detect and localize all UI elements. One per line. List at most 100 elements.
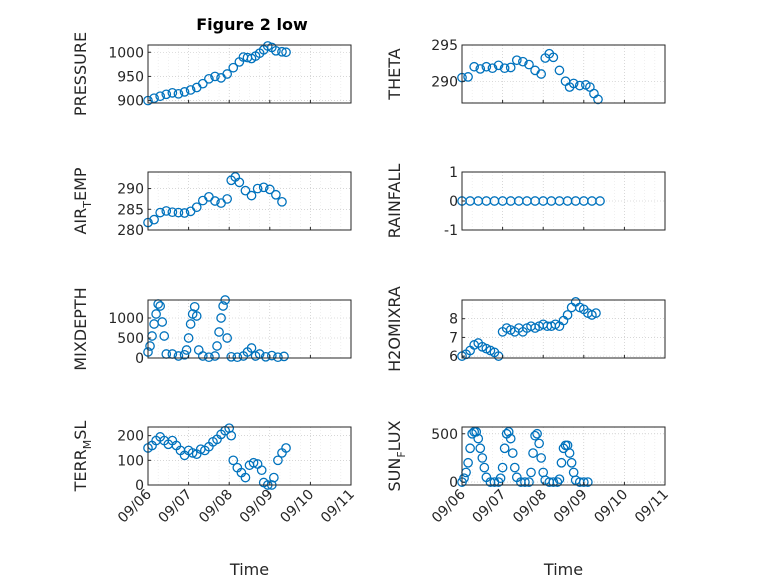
- data-point: [487, 63, 498, 74]
- y-tick-label: 0: [135, 478, 144, 494]
- y-tick-label: 1000: [108, 311, 144, 327]
- data-point: [155, 91, 166, 102]
- y-axis-label: H2OMIXRA: [385, 286, 404, 372]
- y-tick-label: 280: [117, 223, 144, 239]
- axes-box: [461, 44, 666, 104]
- data-point: [228, 455, 239, 466]
- axes-box: [147, 299, 352, 359]
- data-point: [471, 426, 482, 437]
- data-point: [179, 349, 190, 360]
- y-tick-label: 500: [431, 427, 458, 443]
- data-point: [507, 448, 518, 458]
- y-tick-label: 1000: [108, 45, 144, 61]
- data-point: [524, 59, 534, 70]
- data-point: [226, 430, 237, 441]
- data-point: [281, 47, 291, 58]
- data-point: [246, 190, 257, 201]
- data-point: [240, 185, 251, 196]
- data-point: [271, 189, 281, 200]
- data-point: [222, 194, 233, 204]
- data-point: [262, 41, 273, 51]
- y-tick-label: 100: [117, 453, 144, 469]
- y-axis-label: SUNFLUX: [385, 420, 408, 491]
- data-point: [173, 88, 184, 99]
- data-point: [173, 207, 184, 218]
- data-point: [232, 352, 243, 363]
- data-point: [197, 78, 208, 89]
- y-axis-label: PRESSURE: [71, 32, 90, 116]
- data-point: [497, 462, 508, 473]
- data-point: [252, 183, 263, 194]
- data-point: [477, 453, 488, 463]
- data-point: [161, 89, 172, 100]
- data-point: [256, 465, 267, 476]
- y-axis-label: TERRMSL: [71, 421, 94, 493]
- data-point: [564, 448, 575, 458]
- data-point: [271, 45, 281, 56]
- subplot-4: -1 0 1 RAINFALL: [385, 164, 666, 239]
- data-point: [212, 341, 222, 351]
- data-point: [591, 308, 601, 318]
- data-point: [481, 61, 492, 72]
- data-point: [183, 333, 194, 343]
- data-point: [214, 327, 224, 337]
- y-tick-label: 950: [117, 69, 144, 85]
- x-axis-label: Time: [229, 560, 269, 579]
- data-point: [534, 438, 544, 449]
- data-point: [556, 457, 567, 468]
- data-point: [509, 462, 520, 473]
- data-point: [149, 214, 159, 225]
- y-tick-label: 290: [431, 74, 458, 90]
- data-point: [548, 477, 559, 487]
- y-tick-label: 285: [117, 202, 144, 218]
- data-point: [526, 467, 536, 478]
- data-point: [499, 443, 510, 454]
- data-point: [240, 472, 251, 483]
- y-tick-label: 900: [117, 94, 144, 110]
- y-tick-label: 295: [431, 38, 458, 54]
- data-point: [566, 457, 577, 468]
- data-point: [528, 448, 538, 458]
- y-tick-label: 500: [117, 331, 144, 347]
- data-point: [204, 73, 214, 84]
- data-point: [479, 462, 490, 473]
- y-tick-label: 0: [449, 475, 458, 491]
- data-point: [167, 207, 178, 218]
- data-point: [273, 352, 283, 363]
- data-point: [554, 65, 565, 76]
- axes-box: [461, 299, 666, 359]
- y-tick-label: 6: [449, 349, 458, 365]
- y-tick-label: 290: [117, 182, 144, 198]
- data-point: [552, 477, 563, 487]
- data-point: [155, 207, 166, 218]
- data-point: [578, 477, 589, 487]
- data-point: [269, 472, 279, 483]
- data-point: [159, 331, 170, 341]
- data-point: [493, 60, 504, 71]
- data-point: [222, 69, 233, 79]
- data-point: [218, 301, 228, 311]
- subplot-2: 290 295 THETA: [385, 38, 666, 105]
- data-point: [574, 80, 585, 91]
- data-point: [473, 433, 484, 444]
- data-point: [189, 301, 200, 312]
- data-point: [475, 443, 486, 454]
- x-axis-label: Time: [543, 560, 583, 579]
- subplot-1: 900 950 1000 PRESSURE: [71, 32, 352, 116]
- data-point: [151, 309, 161, 319]
- data-point: [281, 443, 291, 453]
- data-point: [503, 426, 514, 437]
- data-point: [210, 71, 220, 82]
- data-point: [185, 319, 196, 329]
- y-tick-label: 0: [449, 194, 458, 210]
- y-axis-label: MIXDEPTH: [71, 287, 90, 370]
- data-point: [181, 345, 192, 355]
- data-point: [277, 196, 287, 207]
- data-point: [499, 63, 510, 74]
- data-point: [266, 350, 277, 361]
- data-point: [536, 69, 547, 79]
- data-point: [532, 428, 542, 439]
- data-point: [505, 433, 516, 444]
- data-point: [228, 62, 239, 73]
